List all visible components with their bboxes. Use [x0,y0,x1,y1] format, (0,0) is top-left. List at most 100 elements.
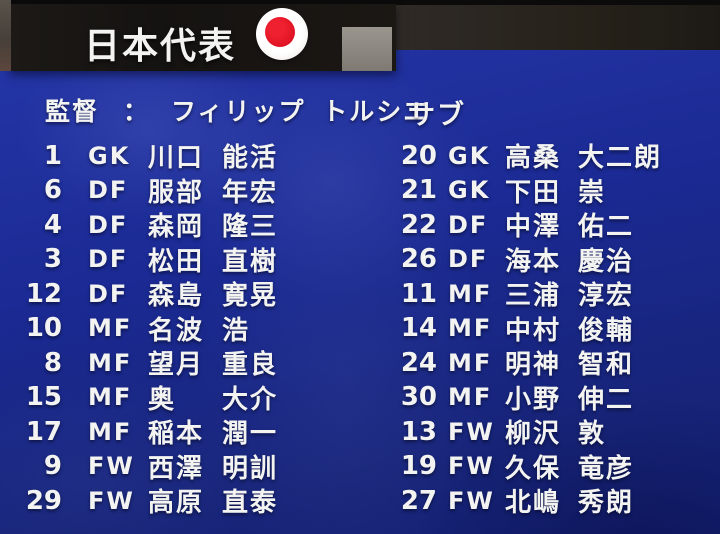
starters-list: 1 GK 川口 能活 6 DF 服部 年宏 4 DF 森岡 隆三 3 DF 松田… [0,137,720,519]
player-given-name: 浩 [222,315,251,346]
player-given-name: 俊輔 [578,315,635,346]
player-given-name: 伸二 [578,384,635,415]
player-number: 14 [400,313,437,343]
player-number: 3 [43,244,62,274]
player-surname: 稲本 [148,419,205,449]
player-surname: 川口 [148,143,205,173]
player-row: 13 FW 柳沢 敦 [0,413,720,450]
player-given-name: 秀朗 [578,488,635,518]
player-number: 26 [400,244,437,274]
player-position: FW [88,486,135,515]
player-given-name: 直泰 [222,488,279,518]
player-row: 26 DF 海本 慶治 [0,241,720,277]
player-number: 4 [43,209,62,240]
player-surname: 中村 [505,315,562,346]
player-given-name: 敦 [578,419,607,449]
team-title: 日本代表 [84,26,237,67]
player-number: 17 [25,416,62,447]
player-given-name: 明訓 [222,453,279,484]
player-surname: 柳沢 [505,419,562,449]
player-position: MF [88,314,133,342]
player-surname: 服部 [148,177,205,208]
player-surname: 西澤 [148,453,205,484]
player-position: DF [88,245,129,273]
player-position: FW [88,452,135,480]
player-surname: 明神 [505,350,562,380]
player-row: 11 MF 三浦 淳宏 [0,275,720,312]
player-position: MF [448,348,493,377]
player-number: 30 [400,382,437,412]
player-row: 10 MF 名波 浩 [0,310,720,346]
player-position: GK [448,176,491,204]
player-number: 15 [25,382,62,412]
player-position: DF [448,210,489,239]
player-surname: 名波 [148,315,205,346]
player-position: GK [88,141,131,170]
player-row: 21 GK 下田 崇 [0,172,720,208]
player-surname: 高原 [148,488,205,518]
player-number: 24 [400,347,437,378]
player-surname: 海本 [505,246,562,277]
subs-heading: サブ [408,100,466,131]
manager-colon: ： [123,97,151,126]
player-given-name: 潤一 [222,419,279,449]
flag-red-disc [265,17,295,47]
player-number: 13 [400,416,437,447]
player-row: 1 GK 川口 能活 [0,137,720,174]
player-row: 9 FW 西澤 明訓 [0,448,720,484]
player-position: MF [448,279,493,308]
manager-name: フィリップ トルシエ [171,97,431,126]
player-row: 17 MF 稲本 潤一 [0,413,720,450]
player-number: 22 [400,209,437,240]
player-position: FW [448,486,495,515]
player-number: 19 [400,451,437,481]
player-position: MF [88,417,133,446]
player-number: 11 [400,278,437,309]
player-surname: 北嶋 [505,488,562,518]
player-surname: 森島 [148,281,205,311]
player-position: MF [88,348,133,377]
player-position: DF [448,245,489,273]
player-row: 30 MF 小野 伸二 [0,379,720,415]
player-number: 21 [400,175,437,205]
player-position: FW [448,417,495,446]
player-row: 15 MF 奥 大介 [0,379,720,415]
player-given-name: 慶治 [578,246,635,277]
player-row: 22 DF 中澤 佑二 [0,206,720,243]
player-row: 27 FW 北嶋 秀朗 [0,482,720,519]
title-band: 日本代表 [10,4,396,71]
player-position: MF [88,383,133,411]
player-given-name: 直樹 [222,246,279,277]
player-row: 14 MF 中村 俊輔 [0,310,720,346]
player-position: FW [448,452,495,480]
manager-line: 監督 ： フィリップ トルシエ [45,92,430,128]
player-surname: 小野 [505,384,562,415]
player-row: 3 DF 松田 直樹 [0,241,720,277]
player-position: DF [88,176,129,204]
player-position: DF [88,279,129,308]
japan-flag-icon [256,8,308,60]
player-surname: 望月 [148,350,205,380]
player-position: MF [448,314,493,342]
player-number: 12 [25,278,62,309]
player-surname: 久保 [505,453,562,484]
player-number: 6 [43,175,62,205]
player-row: 12 DF 森島 寛晃 [0,275,720,312]
player-position: GK [448,141,491,170]
player-given-name: 淳宏 [578,281,635,311]
player-given-name: 竜彦 [578,453,635,484]
video-left-edge [0,0,11,71]
player-surname: 下田 [505,177,562,208]
player-number: 27 [400,485,437,516]
player-row: 19 FW 久保 竜彦 [0,448,720,484]
player-surname: 松田 [148,246,205,277]
player-number: 20 [400,140,437,171]
player-given-name: 崇 [578,177,607,208]
video-gray-block [342,27,392,71]
player-given-name: 重良 [222,350,279,380]
player-number: 29 [25,485,62,516]
player-surname: 三浦 [505,281,562,311]
subs-list: 20 GK 高桑 大二朗 21 GK 下田 崇 22 DF 中澤 佑二 26 D… [0,137,720,519]
player-given-name: 大二朗 [578,143,663,173]
